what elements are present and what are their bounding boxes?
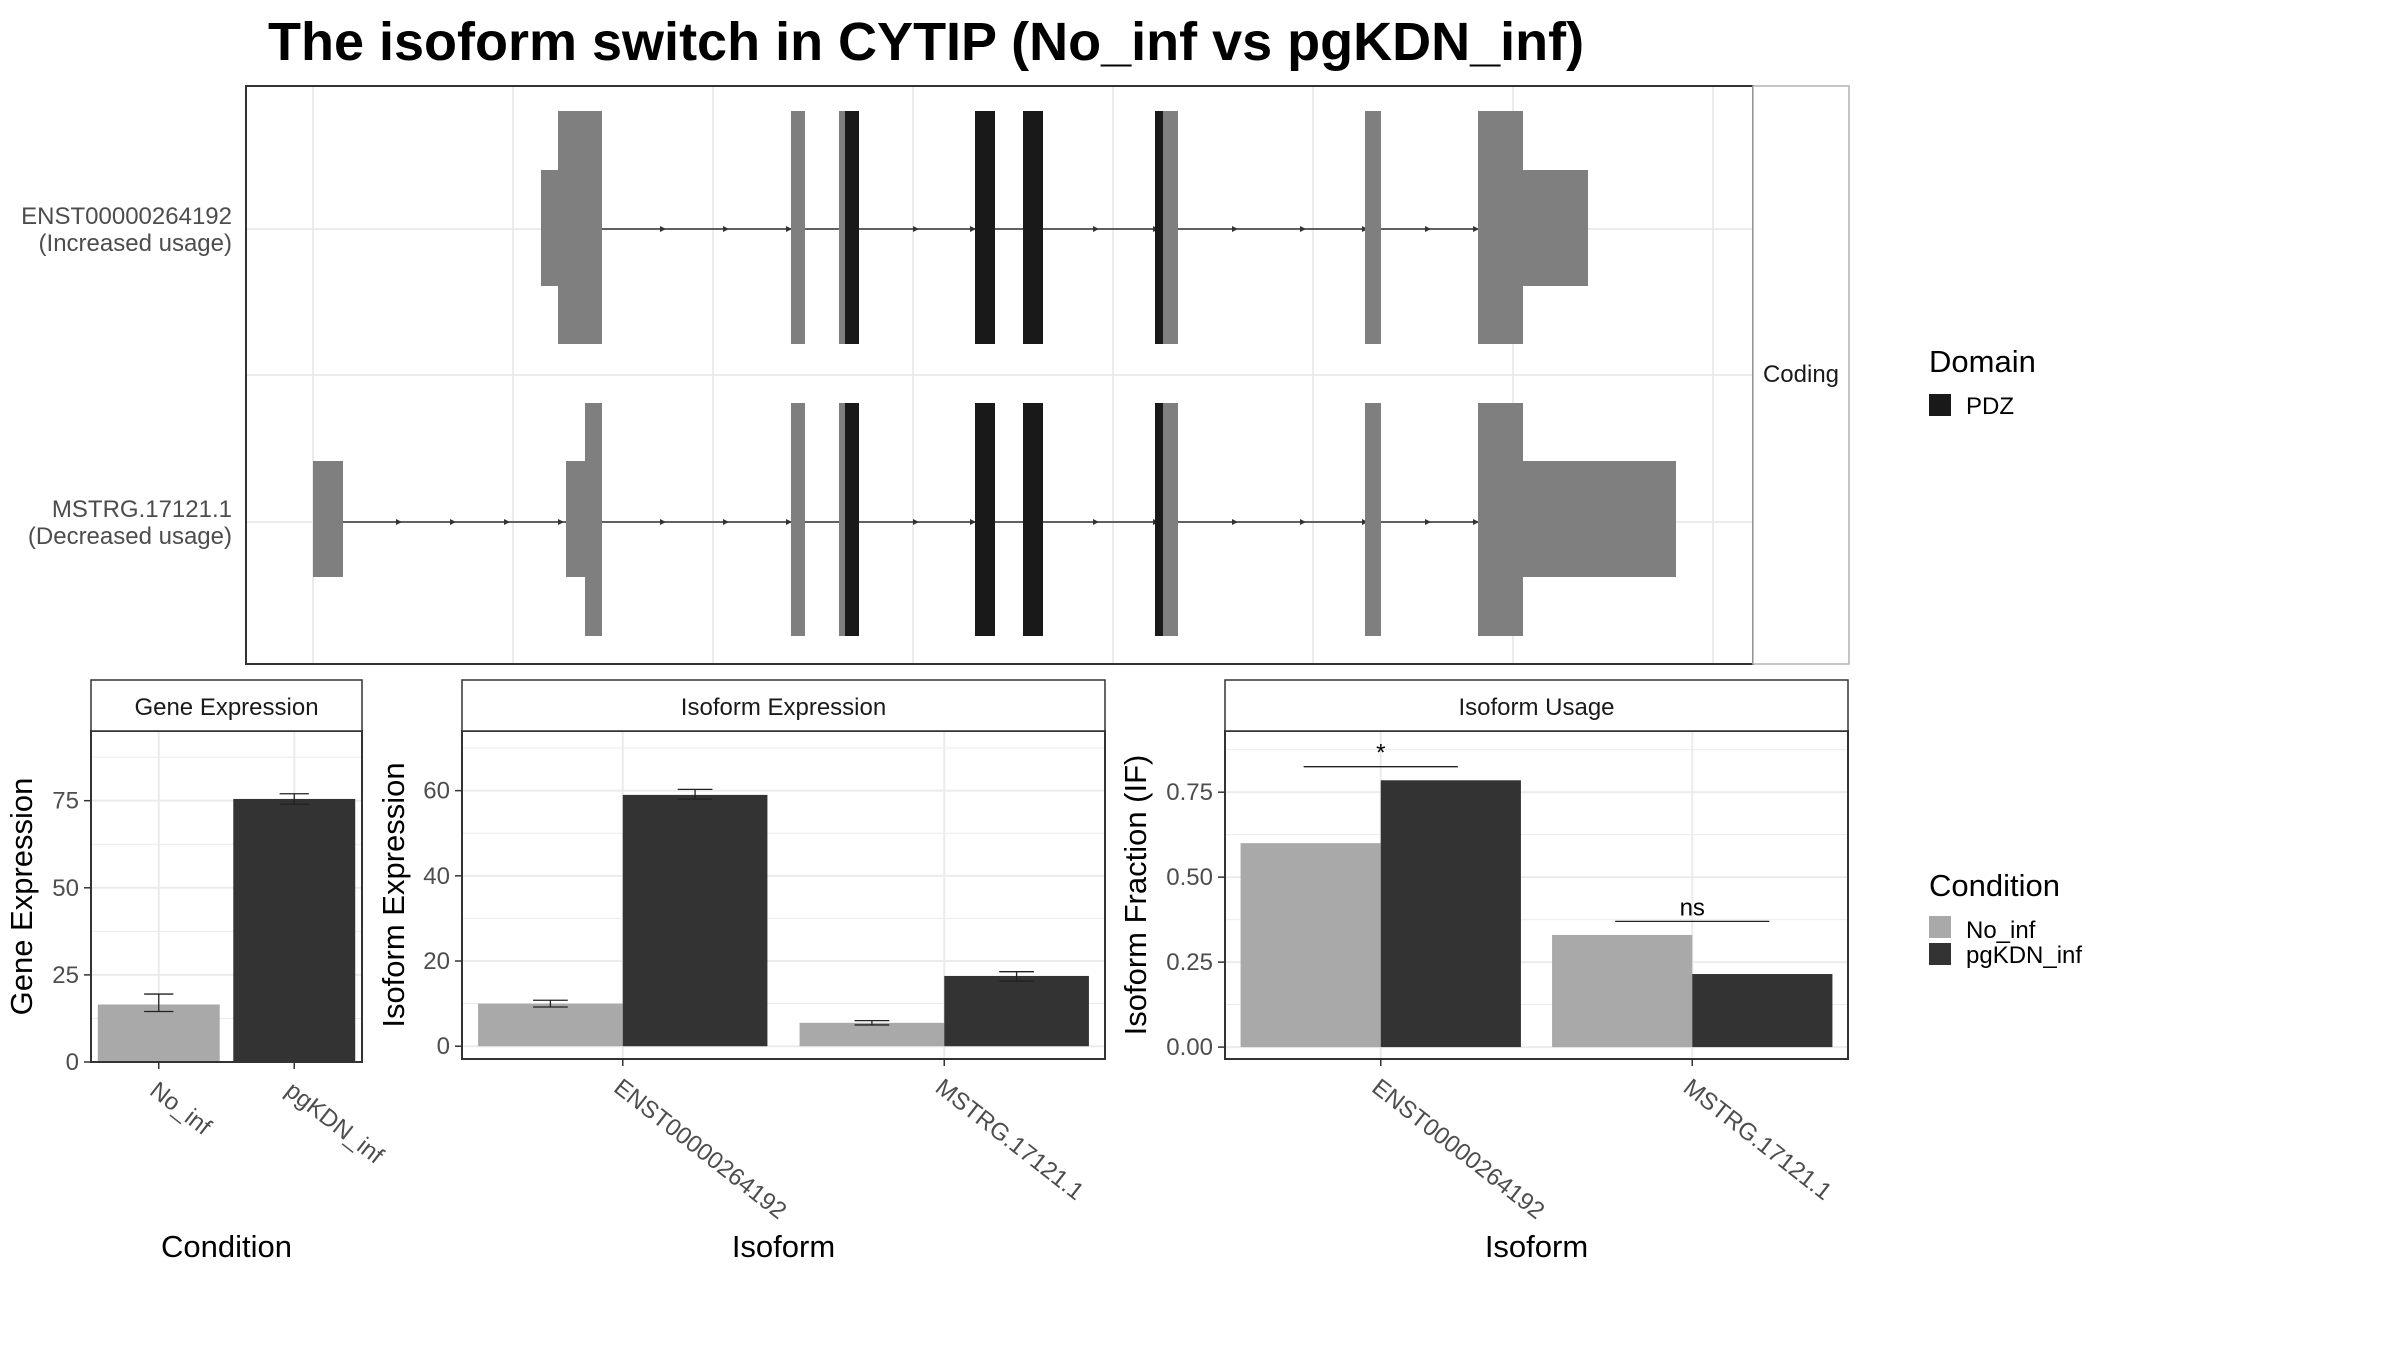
- utr-exon: [791, 111, 805, 344]
- y-axis-title: Isoform Expression: [376, 762, 411, 1027]
- y-axis-title: Gene Expression: [4, 778, 39, 1016]
- y-tick-label: 25: [52, 962, 79, 989]
- transcript-mstrg-17121-1-track: [313, 403, 1676, 636]
- condition-legend-title: Condition: [1929, 868, 2060, 903]
- legend-label-pdz: PDZ: [1966, 393, 2014, 420]
- legend-swatch-pdz: [1929, 394, 1951, 416]
- bar: [97, 1004, 220, 1062]
- x-axis-title: Isoform: [732, 1229, 835, 1264]
- intron-arrows: [660, 226, 1479, 232]
- bar: [233, 798, 356, 1062]
- figure-title: The isoform switch in CYTIP (No_inf vs p…: [268, 12, 1584, 72]
- bar: [1552, 934, 1693, 1048]
- intron-arrows: [396, 519, 1479, 525]
- bar: [944, 975, 1089, 1047]
- utr-exon: [839, 403, 845, 636]
- utr-exon: [541, 170, 559, 286]
- bar: [1692, 974, 1833, 1048]
- utr-exon: [1478, 403, 1523, 636]
- y-tick-label: 40: [423, 863, 450, 890]
- exons: [541, 111, 1588, 344]
- transcript-usage-label: (Decreased usage): [28, 523, 232, 550]
- legend-swatch-no-inf: [1929, 916, 1951, 938]
- significance-label: *: [1376, 740, 1385, 767]
- pdz-domain: [1023, 111, 1043, 344]
- transcript-enst00000264192-track: [541, 111, 1588, 344]
- transcript-id-label: ENST00000264192: [21, 203, 232, 230]
- utr-exon: [313, 461, 343, 577]
- pdz-domain-blocks: [845, 111, 1163, 344]
- pdz-domain: [845, 403, 859, 636]
- utr-exon: [1521, 461, 1676, 577]
- utr-exon: [1478, 111, 1523, 344]
- x-axis-title: Condition: [161, 1229, 292, 1264]
- utr-exon: [558, 111, 602, 344]
- y-tick-label: 0.00: [1166, 1034, 1213, 1061]
- y-axis-title: Isoform Fraction (IF): [1118, 755, 1153, 1036]
- utr-exon: [1365, 111, 1381, 344]
- significance-label: ns: [1680, 894, 1705, 921]
- utr-exon: [566, 461, 587, 577]
- y-tick-label: 0.50: [1166, 864, 1213, 891]
- x-axis-title: Isoform: [1485, 1229, 1588, 1264]
- transcript-id-label: MSTRG.17121.1: [52, 496, 232, 523]
- bar: [1240, 843, 1381, 1048]
- utr-exon: [1163, 111, 1178, 344]
- domain-legend: Domain PDZ: [1929, 344, 2036, 420]
- exons: [313, 403, 1676, 636]
- utr-exon: [585, 403, 602, 636]
- y-tick-label: 75: [52, 788, 79, 815]
- utr-exon: [839, 111, 845, 344]
- pdz-domain: [845, 111, 859, 344]
- pdz-domain: [975, 403, 995, 636]
- panel-strip-title: Isoform Expression: [681, 694, 886, 721]
- pdz-domain: [1155, 111, 1163, 344]
- y-tick-label: 60: [423, 778, 450, 805]
- y-tick-label: 0.25: [1166, 949, 1213, 976]
- legend-label-pgkdn-inf: pgKDN_inf: [1966, 942, 2082, 969]
- bar: [799, 1022, 945, 1047]
- gene-structure-panel: Coding ENST00000264192 (Increased usage)…: [21, 85, 1850, 665]
- facet-strip-label: Coding: [1763, 361, 1839, 388]
- y-tick-label: 20: [423, 948, 450, 975]
- bar: [478, 1003, 623, 1047]
- condition-legend: Condition No_inf pgKDN_inf: [1929, 868, 2082, 969]
- pdz-domain: [1155, 403, 1163, 636]
- y-tick-label: 0: [66, 1049, 79, 1076]
- bar: [622, 794, 768, 1047]
- y-tick-label: 50: [52, 875, 79, 902]
- domain-legend-title: Domain: [1929, 344, 2036, 379]
- y-tick-label: 0.75: [1166, 779, 1213, 806]
- transcript-usage-label: (Increased usage): [39, 230, 232, 257]
- panel-strip-title: Isoform Usage: [1458, 694, 1614, 721]
- panel-strip: [90, 679, 363, 732]
- legend-swatch-pgkdn-inf: [1929, 943, 1951, 965]
- facet-strip: [1752, 85, 1850, 665]
- utr-exon: [791, 403, 805, 636]
- utr-exon: [1163, 403, 1178, 636]
- utr-exon: [1365, 403, 1381, 636]
- panel-strip: [461, 679, 1106, 732]
- panel-strip: [1224, 679, 1849, 732]
- pdz-domain: [1023, 403, 1043, 636]
- y-tick-label: 0: [437, 1033, 450, 1060]
- bar: [1380, 780, 1521, 1048]
- pdz-domain-blocks: [845, 403, 1163, 636]
- panel-strip-title: Gene Expression: [134, 694, 318, 721]
- legend-label-no-inf: No_inf: [1966, 917, 2036, 944]
- pdz-domain: [975, 111, 995, 344]
- utr-exon: [1521, 170, 1588, 286]
